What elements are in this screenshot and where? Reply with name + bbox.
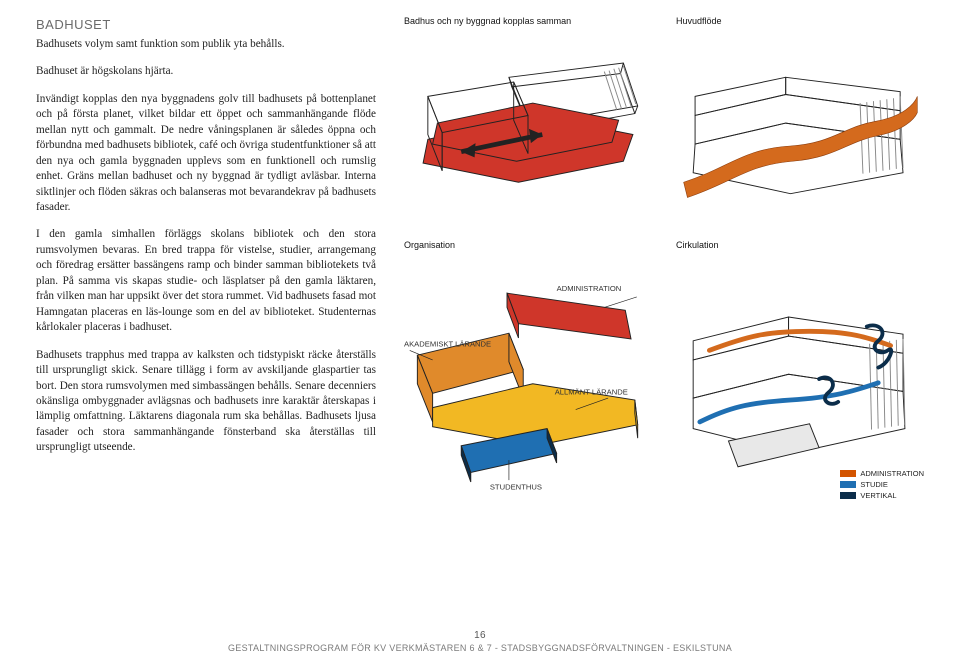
diagram-circulation bbox=[676, 256, 924, 502]
paragraph: Badhuset är högskolans hjärta. bbox=[36, 64, 376, 79]
legend-swatch bbox=[840, 492, 856, 499]
callout-allm: ALLMÄNT LÄRANDE bbox=[555, 387, 628, 396]
page: BADHUSET Badhusets volym samt funktion s… bbox=[0, 0, 960, 661]
callout-akad: AKADEMISKT LÄRANDE bbox=[404, 340, 491, 349]
page-number: 16 bbox=[0, 630, 960, 641]
legend-swatch bbox=[840, 470, 856, 477]
paragraph: Badhusets volym samt funktion som publik… bbox=[36, 37, 376, 52]
panel-title: Huvudflöde bbox=[676, 16, 924, 26]
paragraph: Badhusets trapphus med trappa av kalkste… bbox=[36, 348, 376, 456]
legend-row: STUDIE bbox=[840, 480, 924, 489]
legend-label: VERTIKAL bbox=[860, 491, 896, 500]
callout-stud: STUDENTHUS bbox=[490, 483, 542, 492]
panel-coupling: Badhus och ny byggnad kopplas samman bbox=[404, 16, 652, 216]
panel-circulation: Cirkulation bbox=[676, 240, 924, 500]
legend-row: ADMINISTRATION bbox=[840, 469, 924, 478]
text-column: BADHUSET Badhusets volym samt funktion s… bbox=[36, 16, 376, 500]
panel-title: Cirkulation bbox=[676, 240, 924, 250]
legend-label: STUDIE bbox=[860, 480, 888, 489]
panel-organisation: Organisation ADMINISTRATION bbox=[404, 240, 652, 500]
panel-flow: Huvudflöde bbox=[676, 16, 924, 216]
columns: BADHUSET Badhusets volym samt funktion s… bbox=[36, 16, 924, 500]
legend: ADMINISTRATION STUDIE VERTIKAL bbox=[840, 467, 924, 500]
section-title: BADHUSET bbox=[36, 16, 376, 34]
diagram-organisation: ADMINISTRATION AKADEMISKT LÄRANDE bbox=[404, 256, 652, 502]
legend-swatch bbox=[840, 481, 856, 488]
diagram-grid: Badhus och ny byggnad kopplas samman bbox=[404, 16, 924, 500]
diagram-coupling bbox=[404, 32, 652, 218]
grid: Badhus och ny byggnad kopplas samman bbox=[404, 16, 924, 500]
panel-title: Badhus och ny byggnad kopplas samman bbox=[404, 16, 652, 26]
legend-row: VERTIKAL bbox=[840, 491, 924, 500]
footer-line: GESTALTNINGSPROGRAM FÖR KV VERKMÄSTAREN … bbox=[228, 643, 732, 653]
diagram-flow bbox=[676, 32, 924, 218]
paragraph: Invändigt kopplas den nya byggnadens gol… bbox=[36, 92, 376, 216]
footer: 16 GESTALTNINGSPROGRAM FÖR KV VERKMÄSTAR… bbox=[0, 630, 960, 653]
panel-title: Organisation bbox=[404, 240, 652, 250]
paragraph: I den gamla simhallen förläggs skolans b… bbox=[36, 227, 376, 335]
legend-label: ADMINISTRATION bbox=[860, 469, 924, 478]
callout-admin: ADMINISTRATION bbox=[557, 284, 622, 293]
